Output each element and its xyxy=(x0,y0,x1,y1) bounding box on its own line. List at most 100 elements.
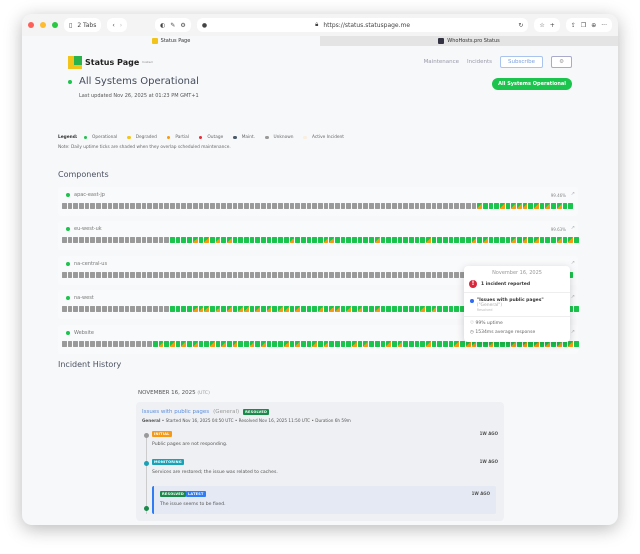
uptime-tick[interactable] xyxy=(414,341,420,347)
uptime-tick[interactable] xyxy=(215,237,221,243)
uptime-tick[interactable] xyxy=(460,237,465,243)
uptime-tick[interactable] xyxy=(494,237,499,243)
uptime-tick[interactable] xyxy=(221,306,226,312)
uptime-tick[interactable] xyxy=(107,341,113,347)
uptime-tick[interactable] xyxy=(340,237,346,243)
uptime-tick[interactable] xyxy=(352,203,357,209)
star-icon[interactable]: ☆ xyxy=(539,21,545,29)
uptime-tick[interactable] xyxy=(335,306,340,312)
uptime-tick[interactable] xyxy=(363,203,369,209)
uptime-tick[interactable] xyxy=(73,203,79,209)
uptime-tick[interactable] xyxy=(67,341,73,347)
uptime-tick[interactable] xyxy=(454,237,460,243)
uptime-tick[interactable] xyxy=(488,237,494,243)
uptime-tick[interactable] xyxy=(283,306,289,312)
uptime-tick[interactable] xyxy=(499,341,505,347)
uptime-tick[interactable] xyxy=(335,203,340,209)
uptime-tick[interactable] xyxy=(73,341,79,347)
uptime-tick[interactable] xyxy=(391,272,397,278)
uptime-tick[interactable] xyxy=(340,306,346,312)
uptime-tick[interactable] xyxy=(79,203,84,209)
uptime-tick[interactable] xyxy=(397,272,403,278)
uptime-tick[interactable] xyxy=(198,237,204,243)
uptime-tick[interactable] xyxy=(101,203,107,209)
uptime-tick[interactable] xyxy=(289,306,295,312)
uptime-tick[interactable] xyxy=(107,237,113,243)
uptime-tick[interactable] xyxy=(386,237,391,243)
uptime-tick[interactable] xyxy=(437,306,443,312)
uptime-tick[interactable] xyxy=(323,341,329,347)
uptime-tick[interactable] xyxy=(283,203,289,209)
uptime-tick[interactable] xyxy=(147,203,152,209)
uptime-tick[interactable] xyxy=(397,341,403,347)
uptime-tick[interactable] xyxy=(192,306,198,312)
uptime-tick[interactable] xyxy=(62,341,67,347)
uptime-tick[interactable] xyxy=(317,203,323,209)
uptime-tick[interactable] xyxy=(477,341,482,347)
uptime-tick[interactable] xyxy=(209,237,215,243)
uptime-tick[interactable] xyxy=(437,272,443,278)
uptime-tick[interactable] xyxy=(90,341,96,347)
uptime-tick[interactable] xyxy=(113,341,118,347)
external-link-icon[interactable]: ↗ xyxy=(570,191,575,197)
uptime-tick[interactable] xyxy=(79,306,84,312)
uptime-tick[interactable] xyxy=(352,237,357,243)
download-icon[interactable]: ⊕ xyxy=(591,21,597,29)
uptime-tick[interactable] xyxy=(511,341,516,347)
uptime-tick[interactable] xyxy=(226,237,232,243)
uptime-tick[interactable] xyxy=(551,237,556,243)
uptime-tick[interactable] xyxy=(471,203,477,209)
uptime-tick[interactable] xyxy=(482,341,488,347)
uptime-tick[interactable] xyxy=(568,306,573,312)
uptime-tick[interactable] xyxy=(517,203,522,209)
uptime-tick[interactable] xyxy=(295,272,300,278)
uptime-tick[interactable] xyxy=(414,237,420,243)
uptime-tick[interactable] xyxy=(482,237,488,243)
uptime-tick[interactable] xyxy=(357,341,363,347)
uptime-tick[interactable] xyxy=(96,341,101,347)
uptime-tick[interactable] xyxy=(295,203,300,209)
uptime-tick[interactable] xyxy=(266,306,272,312)
uptime-tick[interactable] xyxy=(443,341,448,347)
uptime-tick[interactable] xyxy=(113,237,118,243)
uptime-tick[interactable] xyxy=(556,237,562,243)
uptime-tick[interactable] xyxy=(539,237,545,243)
uptime-tick[interactable] xyxy=(118,341,124,347)
uptime-tick[interactable] xyxy=(62,237,67,243)
uptime-tick[interactable] xyxy=(352,341,357,347)
uptime-tick[interactable] xyxy=(556,203,562,209)
uptime-tick[interactable] xyxy=(380,203,386,209)
uptime-tick[interactable] xyxy=(329,203,334,209)
new-tab-icon[interactable]: + xyxy=(549,21,555,29)
uptime-tick[interactable] xyxy=(192,341,198,347)
uptime-tick[interactable] xyxy=(357,272,363,278)
uptime-tick[interactable] xyxy=(101,341,107,347)
tab-overview-button[interactable]: ▯ 2 Tabs xyxy=(64,18,102,32)
uptime-tick[interactable] xyxy=(255,272,261,278)
uptime-tick[interactable] xyxy=(300,341,306,347)
uptime-tick[interactable] xyxy=(124,237,130,243)
uptime-tick[interactable] xyxy=(329,237,334,243)
uptime-tick[interactable] xyxy=(346,203,352,209)
uptime-tick[interactable] xyxy=(562,341,568,347)
uptime-tick[interactable] xyxy=(329,272,334,278)
uptime-tick[interactable] xyxy=(255,306,261,312)
uptime-tick[interactable] xyxy=(232,341,238,347)
uptime-tick[interactable] xyxy=(346,306,352,312)
uptime-tick[interactable] xyxy=(357,237,363,243)
uptime-tick[interactable] xyxy=(340,272,346,278)
uptime-tick[interactable] xyxy=(374,203,380,209)
tooltip-incident-title[interactable]: "Issues with public pages" xyxy=(476,298,544,303)
uptime-tick[interactable] xyxy=(278,272,283,278)
uptime-tick[interactable] xyxy=(386,272,391,278)
uptime-tick[interactable] xyxy=(261,237,266,243)
uptime-tick[interactable] xyxy=(158,272,164,278)
uptime-tick[interactable] xyxy=(84,203,90,209)
uptime-tick[interactable] xyxy=(283,237,289,243)
uptime-tick[interactable] xyxy=(261,203,266,209)
uptime-tick[interactable] xyxy=(238,341,243,347)
uptime-tick[interactable] xyxy=(545,341,551,347)
uptime-tick[interactable] xyxy=(79,341,84,347)
uptime-tick[interactable] xyxy=(437,237,443,243)
uptime-tick[interactable] xyxy=(323,306,329,312)
